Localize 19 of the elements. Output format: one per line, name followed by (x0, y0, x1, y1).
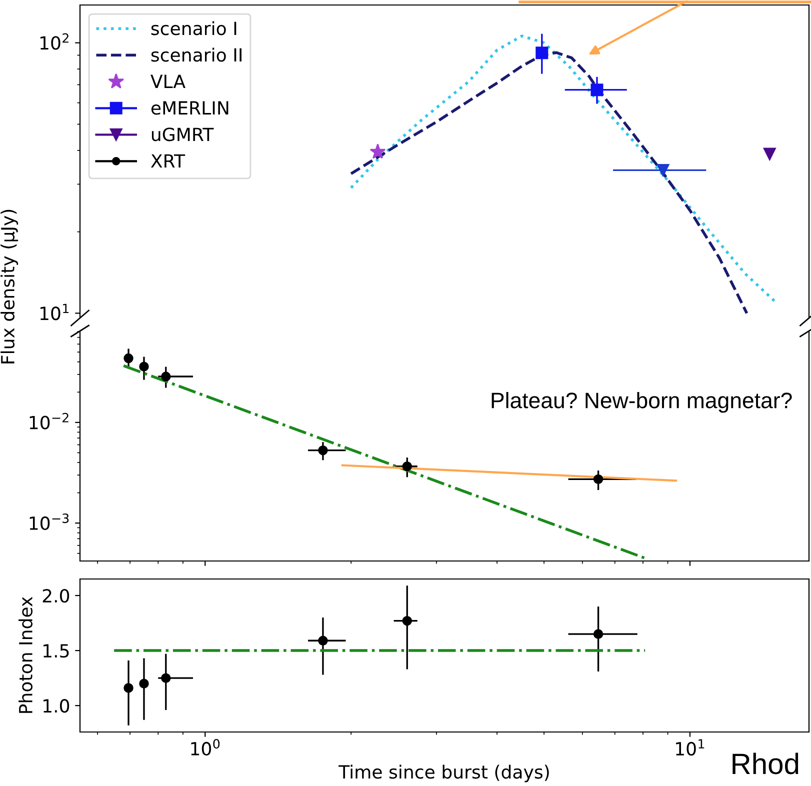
y-tick-label: 10$^{−2}$ (30, 412, 68, 430)
y-tick-label: 2.0 (42, 588, 70, 603)
legend-label: VLA (150, 74, 186, 88)
y-tick-label: 10$^{1}$ (40, 304, 69, 320)
y-tick-label: 1.0 (44, 699, 70, 713)
y-axis-title: Photon Index (18, 596, 33, 713)
legend-label: scenario I (151, 21, 236, 36)
x-axis-title: Time since burst (days) (338, 764, 549, 782)
legend-label: uGMRT (152, 128, 214, 142)
y-tick-label: 10$^{2}$ (40, 33, 68, 50)
y-tick-label: 1.5 (44, 644, 69, 658)
y-axis-title: Flux density (μJy) (0, 210, 18, 364)
legend-label: scenario II (151, 48, 242, 62)
annotation: Plateau? New-born magnetar? (492, 392, 792, 413)
text: Rhod (732, 752, 798, 774)
x-tick-label: 10$^{0}$ (191, 739, 220, 756)
y-tick-label: 10$^{−3}$ (30, 514, 69, 530)
legend-label: eMERLIN (151, 101, 228, 115)
legend-label: XRT (150, 154, 186, 168)
